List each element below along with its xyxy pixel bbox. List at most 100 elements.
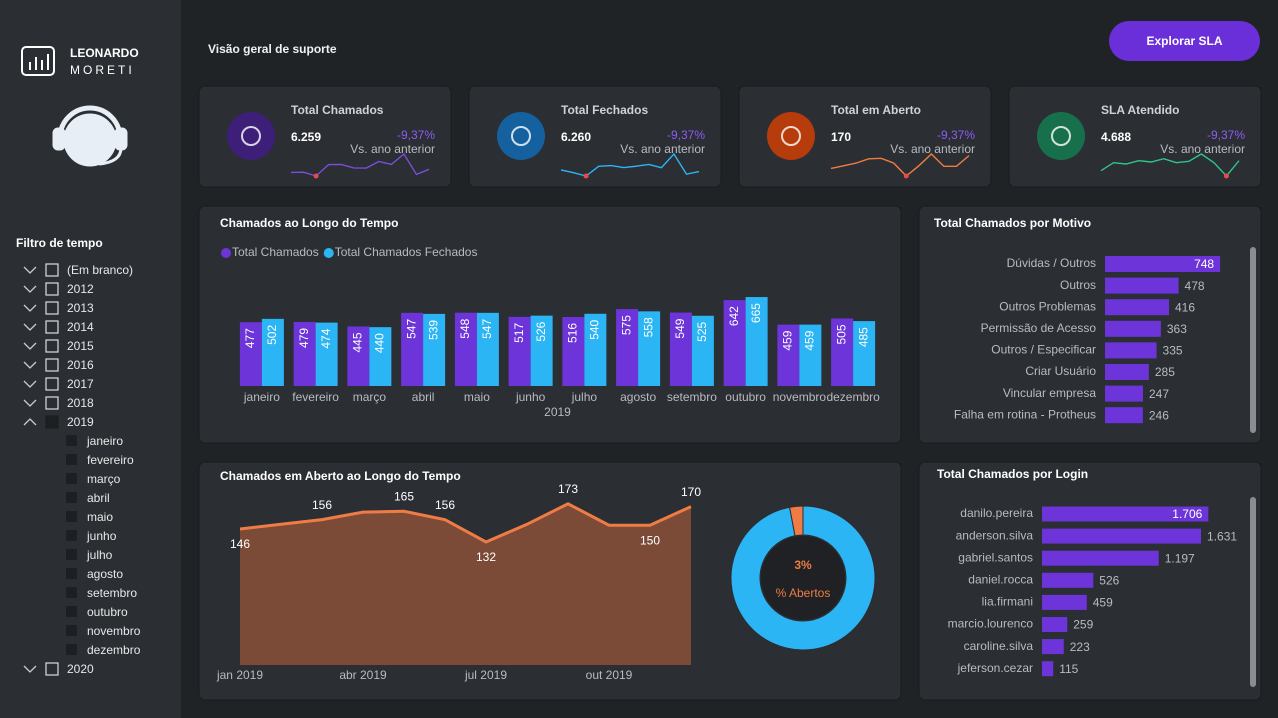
- data-label: 517: [512, 323, 526, 343]
- expand-icon: [23, 304, 37, 312]
- filter-item: fevereiro: [87, 453, 134, 467]
- expand-icon: [23, 665, 37, 673]
- legend-marker: [323, 248, 334, 258]
- explore-button-label[interactable]: Explorar SLA: [1146, 34, 1222, 48]
- y-tick-label: Permissão de Acesso: [981, 321, 1097, 335]
- data-label: 459: [803, 330, 817, 350]
- y-tick-label: Dúvidas / Outros: [1007, 256, 1096, 270]
- y-tick-label: Outros: [1060, 278, 1096, 292]
- chart-title: Chamados em Aberto ao Longo do Tempo: [220, 469, 461, 483]
- checkbox: [45, 396, 59, 410]
- bar: [423, 313, 446, 386]
- y-tick-label: lia.firmani: [982, 595, 1033, 609]
- bar: [1105, 256, 1221, 272]
- data-label: 526: [1099, 573, 1119, 587]
- kpi-icon-glyph: [241, 126, 261, 146]
- data-label: 146: [230, 537, 250, 551]
- kpi-value: 6.259: [291, 130, 321, 144]
- data-label: 485: [856, 327, 870, 347]
- y-tick-label: Falha em rotina - Protheus: [954, 407, 1096, 421]
- chart-title: Chamados ao Longo do Tempo: [220, 216, 398, 230]
- scrollbar: [1250, 497, 1256, 687]
- checkbox: [45, 263, 59, 277]
- bar: [584, 313, 607, 386]
- filter-item: julho: [86, 548, 113, 562]
- bar: [638, 311, 661, 386]
- kpi-value: 4.688: [1101, 130, 1131, 144]
- bar: [347, 326, 370, 386]
- bar: [1105, 364, 1149, 380]
- checkbox: [66, 625, 77, 636]
- kpi-label: SLA Atendido: [1101, 103, 1179, 117]
- filter-title: Filtro de tempo: [16, 236, 103, 250]
- expand-icon: [23, 361, 37, 369]
- x-tick-label: abril: [412, 390, 435, 404]
- bar: [1105, 342, 1157, 359]
- filter-item: maio: [87, 510, 113, 524]
- filter-item: 2013: [67, 301, 94, 315]
- expand-icon: [23, 266, 37, 274]
- data-label: 642: [727, 306, 741, 326]
- x-tick-label: jul 2019: [464, 668, 507, 682]
- explore-button[interactable]: [1109, 21, 1260, 61]
- bar: [669, 312, 692, 386]
- filter-item: 2019: [67, 415, 94, 429]
- data-label: 575: [619, 315, 633, 335]
- brand-surname: MORETI: [70, 63, 135, 77]
- bar: [691, 315, 714, 386]
- logo-icon: [21, 46, 55, 76]
- data-label: 547: [404, 319, 418, 339]
- filter-item: 2017: [67, 377, 94, 391]
- x-axis-label: 2019: [544, 405, 571, 419]
- y-tick-label: jeferson.cezar: [957, 661, 1033, 675]
- filter-item: janeiro: [86, 434, 123, 448]
- bar: [1105, 277, 1179, 294]
- x-tick-label: maio: [464, 390, 490, 404]
- checkbox: [66, 549, 77, 560]
- y-tick-label: daniel.rocca: [968, 572, 1033, 586]
- bar: [777, 324, 800, 386]
- data-label: 502: [265, 325, 279, 345]
- bar: [1042, 639, 1064, 655]
- kpi-change-label: Vs. ano anterior: [890, 142, 975, 156]
- data-label: 246: [1149, 408, 1169, 422]
- line: [239, 502, 692, 544]
- checkbox: [45, 358, 59, 372]
- sparkline-min: [903, 173, 909, 179]
- kpi-change-label: Vs. ano anterior: [1160, 142, 1245, 156]
- chart-title: Total Chamados por Login: [937, 467, 1088, 481]
- bar: [239, 322, 262, 386]
- checkbox: [66, 473, 77, 484]
- data-label: 505: [834, 324, 848, 344]
- y-tick-label: Criar Usuário: [1025, 364, 1096, 378]
- kpi-label: Total Chamados: [291, 103, 384, 117]
- bar: [454, 312, 477, 386]
- x-tick-label: agosto: [620, 390, 656, 404]
- bar: [853, 321, 876, 386]
- data-label: 156: [312, 498, 332, 512]
- filter-item: abril: [87, 491, 110, 505]
- checkbox: [45, 339, 59, 353]
- bar: [508, 316, 531, 386]
- bar: [369, 327, 392, 386]
- filter-item: 2012: [67, 282, 94, 296]
- data-label: 1.706: [1172, 507, 1202, 521]
- x-tick-label: outubro: [725, 390, 766, 404]
- filter-item: junho: [86, 529, 117, 543]
- bar: [261, 318, 284, 386]
- filter-item: 2015: [67, 339, 94, 353]
- donut-label: % Abertos: [776, 586, 831, 600]
- x-tick-label: janeiro: [243, 390, 280, 404]
- sparkline: [1100, 153, 1240, 178]
- y-tick-label: marcio.lourenco: [948, 617, 1034, 631]
- y-tick-label: gabriel.santos: [958, 550, 1033, 564]
- kpi-icon: [767, 112, 815, 160]
- checkbox: [45, 662, 59, 676]
- kpi-change: -9,37%: [667, 128, 705, 142]
- data-label: 558: [641, 317, 655, 337]
- y-tick-label: anderson.silva: [956, 528, 1034, 542]
- data-label: 516: [566, 323, 580, 343]
- bar: [1105, 407, 1143, 424]
- filter-item: setembro: [87, 586, 137, 600]
- bar: [401, 312, 424, 386]
